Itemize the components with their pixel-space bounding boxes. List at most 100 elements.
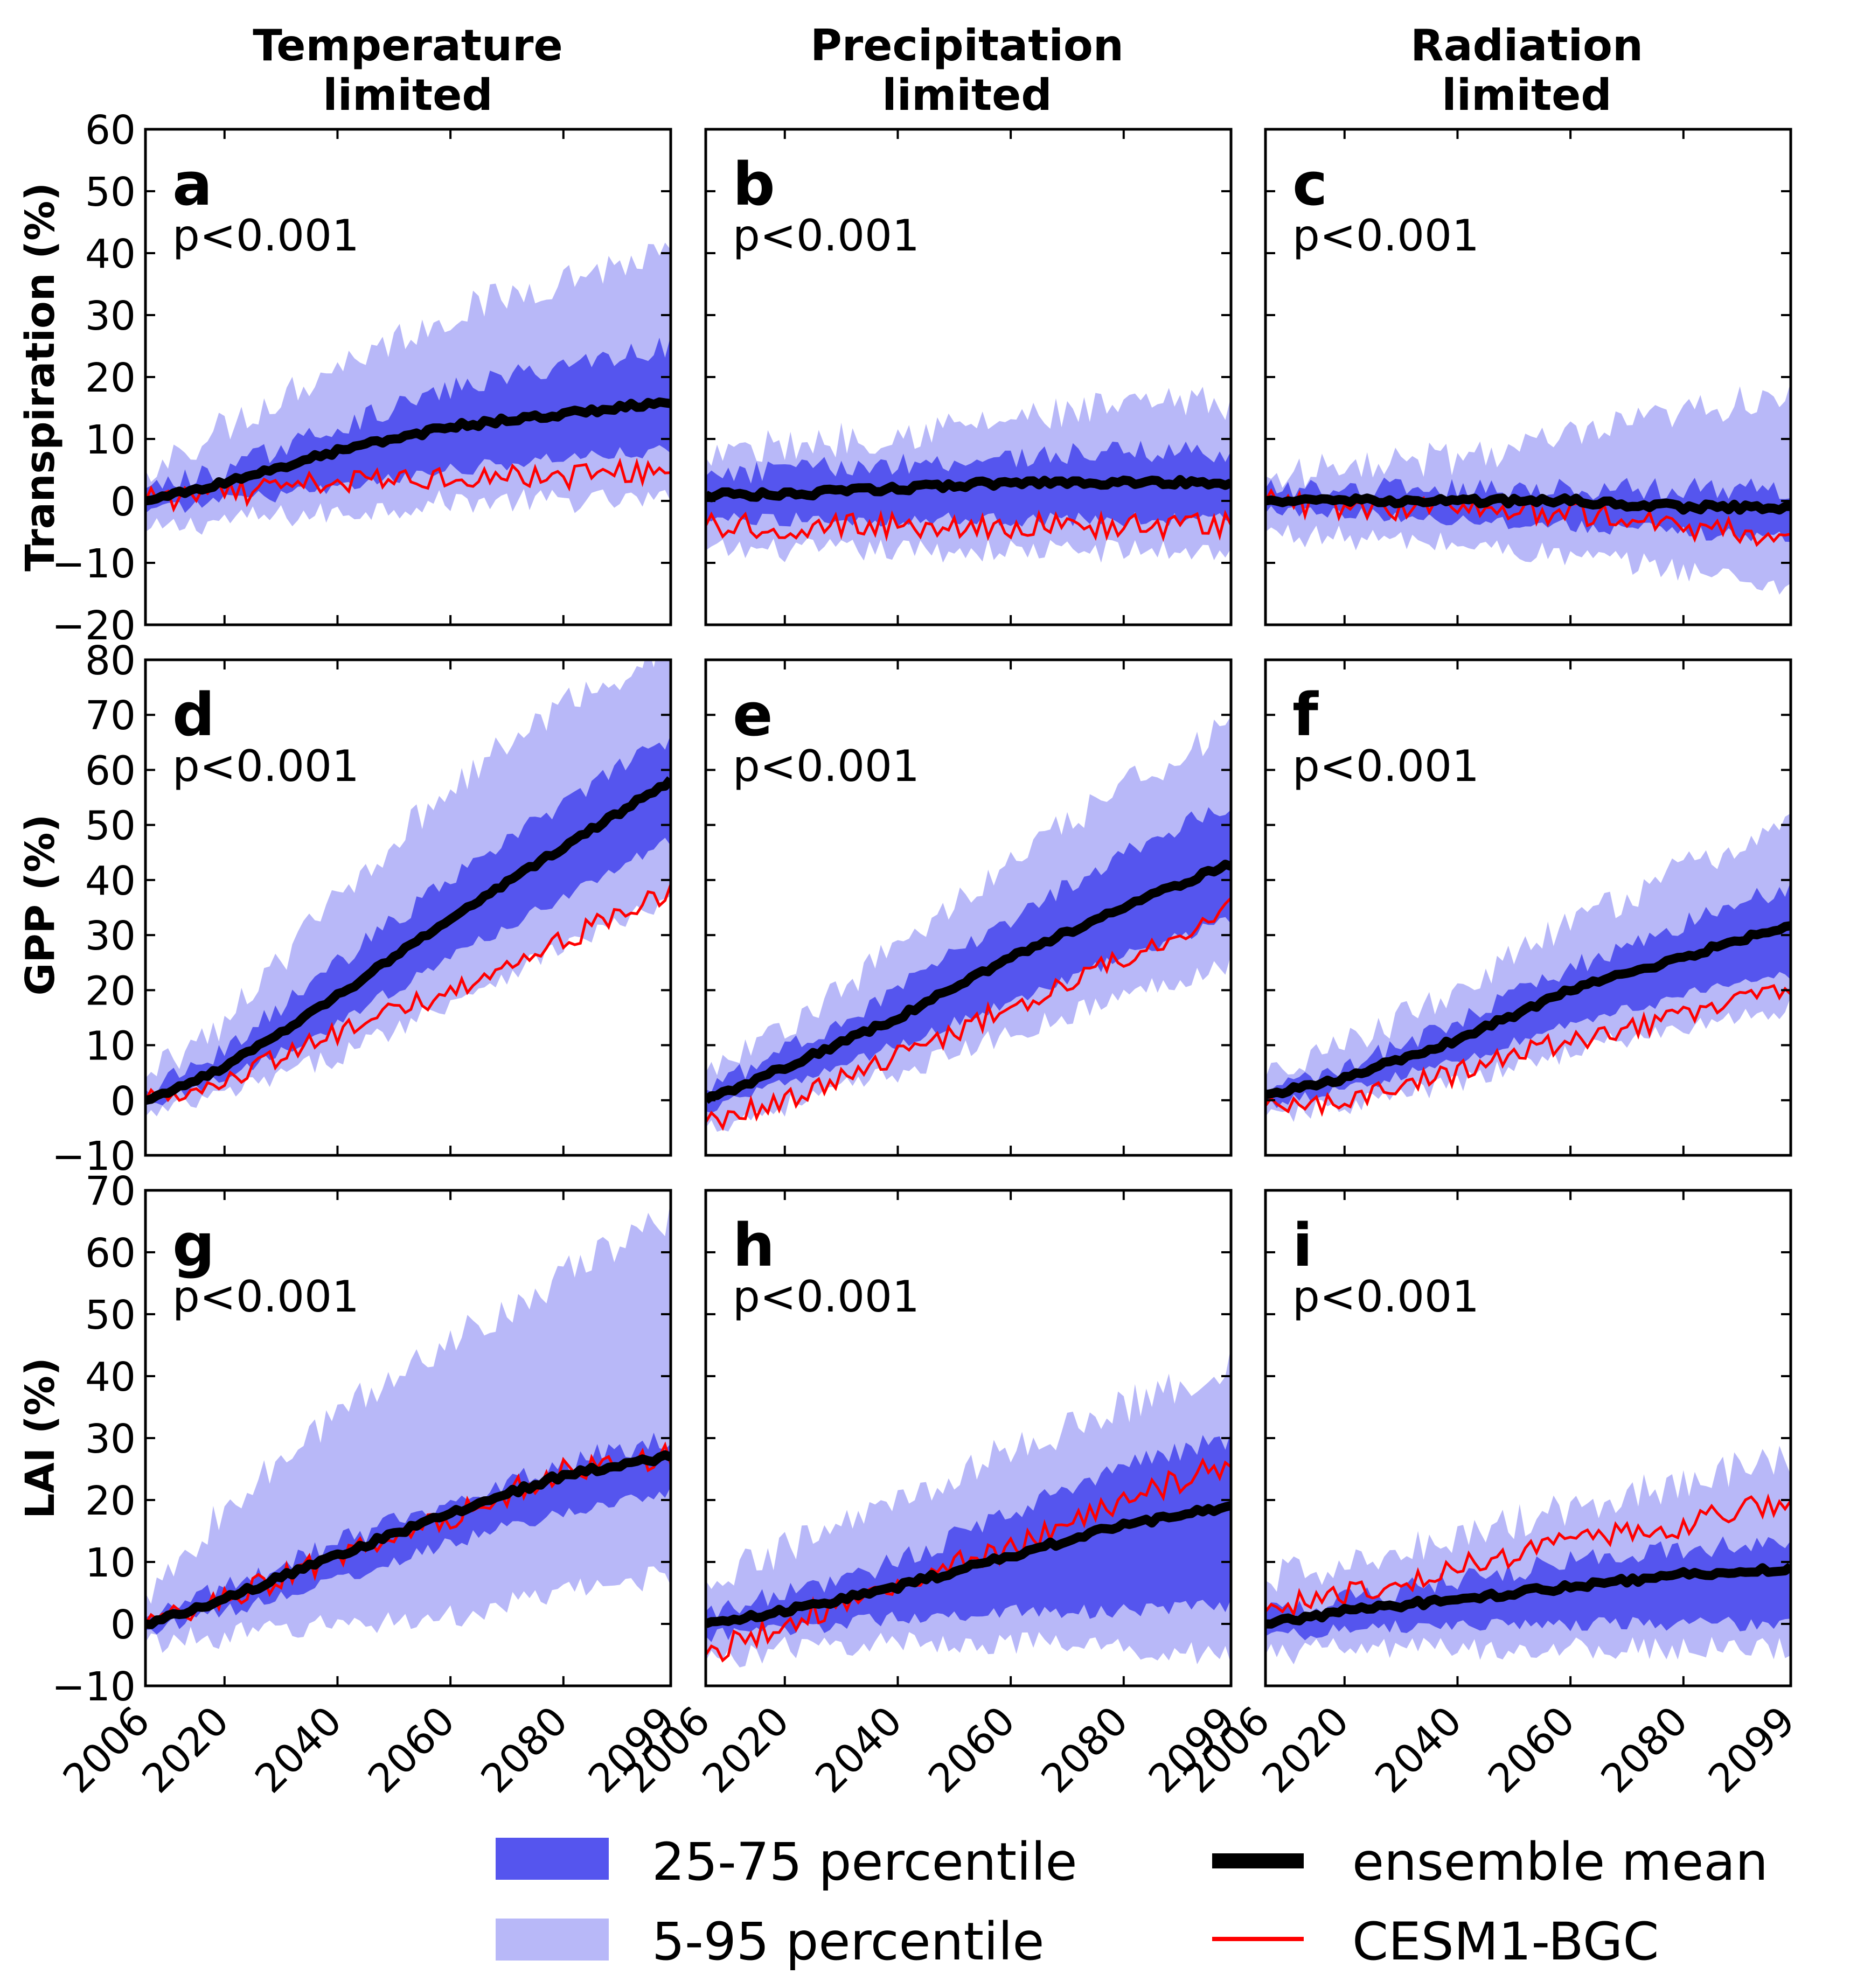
panel-letter-b: b — [733, 150, 775, 219]
panel-f: fp<0.001 — [1264, 658, 1792, 1157]
axes-frame-e — [704, 658, 1233, 1157]
p-value-i: p<0.001 — [1292, 1272, 1479, 1322]
ytick-label-g: 50 — [85, 1292, 136, 1338]
xtick-label-h: 2060 — [920, 1698, 1024, 1802]
col-title-2-line2: limited — [882, 70, 1052, 120]
line-ensemble-mean-h — [706, 1501, 1231, 1628]
p-value-h: p<0.001 — [733, 1272, 920, 1322]
plot-area-b — [706, 387, 1231, 563]
panel-letter-g: g — [172, 1211, 215, 1280]
ytick-label-g: 10 — [85, 1540, 136, 1586]
p-value-e: p<0.001 — [733, 741, 920, 791]
line-ensemble-mean-f — [1265, 921, 1791, 1099]
panel-b: bp<0.001 — [704, 128, 1233, 626]
line-cesm-e — [706, 897, 1231, 1131]
ytick-label-d: 60 — [85, 748, 136, 794]
legend-label-5-95: 5-95 percentile — [652, 1912, 1044, 1972]
line-cesm-b — [706, 510, 1231, 542]
panel-a: −20 −10 0 10 20 30 40 50 60 ap<0.001 — [52, 107, 672, 649]
axes-frame-f — [1264, 658, 1792, 1157]
line-ensemble-mean-c — [1265, 493, 1791, 515]
band-25-75-f — [1265, 881, 1791, 1108]
ytick-label-d: 0 — [110, 1078, 136, 1125]
col-title-2-line1: Precipitation — [810, 20, 1124, 71]
ytick-label-g: 20 — [85, 1478, 136, 1524]
band-25-75-e — [706, 807, 1231, 1113]
plot-area-c — [1265, 382, 1791, 595]
line-ensemble-mean-d — [145, 776, 671, 1105]
col-title-1-line2: limited — [323, 70, 492, 120]
ytick-label-a: 40 — [85, 231, 136, 277]
line-cesm-d — [145, 884, 671, 1103]
legend-swatch-5-95 — [496, 1919, 609, 1961]
row-ylabel-gpp: GPP (%) — [17, 814, 64, 996]
line-ensemble-mean-e — [706, 860, 1231, 1104]
legend-label-25-75: 25-75 percentile — [652, 1832, 1077, 1892]
line-ensemble-mean-i — [1265, 1563, 1791, 1629]
ytick-label-d: 70 — [85, 693, 136, 739]
xtick-label-i: 2099 — [1700, 1698, 1804, 1802]
xtick-label-h: 2080 — [1033, 1698, 1137, 1802]
xtick-label-g: 2006 — [54, 1698, 159, 1802]
ytick-label-d: 30 — [85, 913, 136, 959]
col-title-3-line1: Radiation — [1410, 20, 1643, 71]
col-title-1-line1: Temperature — [253, 20, 562, 71]
row-ylabel-lai: LAI (%) — [17, 1357, 64, 1519]
band-5-95-i — [1265, 1446, 1791, 1665]
xtick-label-i: 2080 — [1592, 1698, 1697, 1802]
xtick-label-g: 2040 — [246, 1698, 351, 1802]
band-5-95-g — [145, 1200, 671, 1653]
xtick-label-g: 2020 — [134, 1698, 238, 1802]
legend-label-ensemble-mean: ensemble mean — [1352, 1832, 1768, 1892]
band-25-75-d — [145, 735, 671, 1106]
ytick-label-a: −10 — [52, 541, 136, 587]
col-title-3-line2: limited — [1442, 70, 1611, 120]
plot-area-d — [145, 660, 671, 1117]
band-5-95-c — [1265, 382, 1791, 595]
panel-letter-i: i — [1292, 1211, 1313, 1280]
xtick-label-i: 2040 — [1366, 1698, 1471, 1802]
line-cesm-f — [1265, 984, 1791, 1117]
ytick-label-d: 40 — [85, 858, 136, 904]
line-cesm-i — [1265, 1493, 1791, 1618]
ytick-label-a: 20 — [85, 355, 136, 401]
xtick-label-g: 2080 — [472, 1698, 577, 1802]
band-5-95-f — [1265, 813, 1791, 1122]
xtick-label-g: 2060 — [359, 1698, 464, 1802]
panel-c: cp<0.001 — [1264, 128, 1792, 626]
band-25-75-c — [1265, 477, 1791, 542]
ytick-label-g: 0 — [110, 1602, 136, 1648]
ytick-label-g: 40 — [85, 1354, 136, 1400]
legend-label-cesm: CESM1-BGC — [1352, 1912, 1659, 1972]
p-value-g: p<0.001 — [172, 1272, 359, 1322]
legend-swatch-25-75 — [496, 1838, 609, 1880]
plot-area-h — [706, 1347, 1231, 1668]
ytick-label-a: 0 — [110, 479, 136, 525]
line-ensemble-mean-a — [145, 397, 671, 506]
panel-letter-f: f — [1292, 680, 1319, 749]
ytick-label-a: 60 — [85, 107, 136, 154]
plot-area-a — [145, 242, 671, 535]
line-ensemble-mean-g — [145, 1450, 671, 1629]
panel-letter-h: h — [733, 1211, 775, 1280]
ytick-label-d: 10 — [85, 1023, 136, 1070]
xtick-label-i: 2060 — [1479, 1698, 1584, 1802]
axes-frame-d — [144, 658, 672, 1157]
panel-letter-d: d — [172, 680, 215, 749]
row-ylabel-transpiration: Transpiration (%) — [17, 183, 64, 571]
ytick-label-d: −10 — [52, 1133, 136, 1180]
panel-letter-e: e — [733, 680, 773, 749]
xtick-label-h: 2020 — [694, 1698, 798, 1802]
ytick-label-a: 30 — [85, 293, 136, 339]
ytick-label-a: −20 — [52, 603, 136, 649]
ytick-label-d: 50 — [85, 803, 136, 849]
xtick-label-i: 2020 — [1254, 1698, 1358, 1802]
plot-area-g — [145, 1200, 671, 1653]
xtick-label-h: 2040 — [806, 1698, 911, 1802]
ytick-label-g: 60 — [85, 1230, 136, 1276]
panel-grid: −20−100102030405060ap<0.001bp<0.001cp<0.… — [52, 107, 1804, 1802]
line-cesm-a — [145, 457, 671, 513]
